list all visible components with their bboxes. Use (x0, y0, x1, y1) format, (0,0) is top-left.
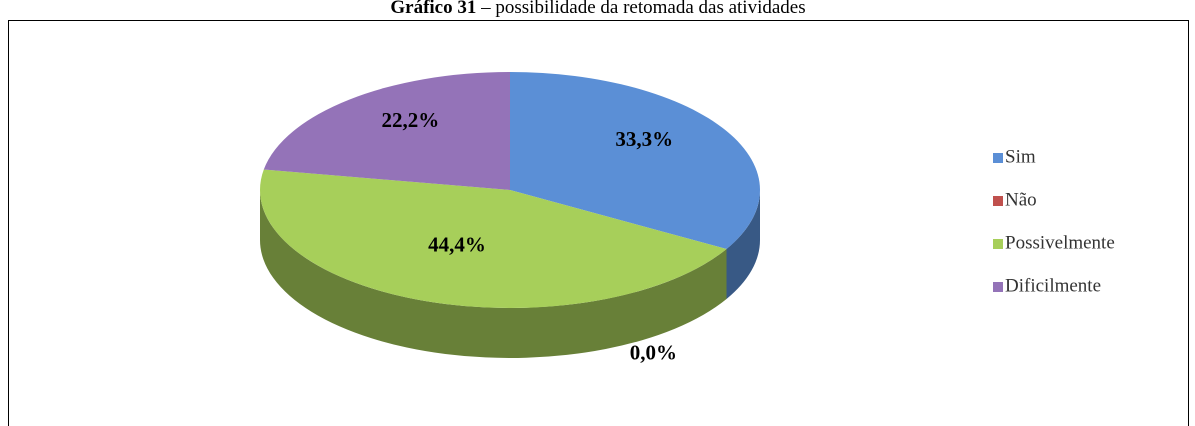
title-text: – possibilidade da retomada das atividad… (480, 0, 806, 18)
data-label: 33,3% (615, 127, 673, 151)
slice (263, 72, 510, 190)
legend-swatch (993, 239, 1003, 249)
slice (510, 72, 760, 249)
slice-side (726, 190, 760, 299)
legend-swatch (993, 196, 1003, 206)
slice-side (260, 190, 727, 358)
data-label: 0,0% (630, 340, 677, 364)
legend-label: Dificilmente (1005, 275, 1101, 296)
title-label: Gráfico 31 (390, 0, 476, 18)
legend-label: Sim (1005, 146, 1036, 167)
slice (260, 169, 727, 308)
data-label: 44,4% (428, 233, 486, 257)
data-label: 22,2% (381, 108, 439, 132)
legend-swatch (993, 282, 1003, 292)
legend-label: Possivelmente (1005, 232, 1115, 253)
legend-label: Não (1005, 189, 1037, 210)
chart-title: Gráfico 31 – possibilidade da retomada d… (390, 0, 805, 18)
legend-swatch (993, 153, 1003, 163)
